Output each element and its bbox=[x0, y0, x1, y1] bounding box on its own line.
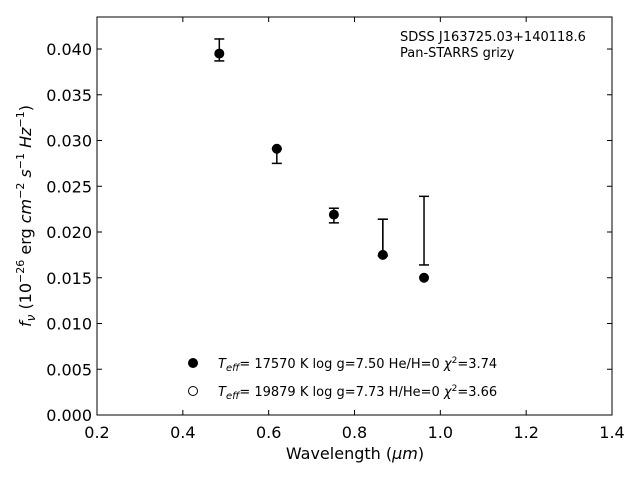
model-point-series-0 bbox=[419, 272, 430, 283]
annotation-survey: Pan-STARRS grizy bbox=[400, 46, 515, 61]
x-tick-label: 0.6 bbox=[256, 423, 281, 442]
y-axis-ticks: 0.000 0.005 0.010 0.015 0.020 0.025 0.030 0.035… bbox=[46, 40, 612, 425]
y-tick-label: 0.030 bbox=[46, 132, 92, 151]
x-axis-label: Wavelength (μm) bbox=[286, 444, 424, 463]
annotation-object-name: SDSS J163725.03+140118.6 bbox=[400, 30, 586, 45]
y-tick-label: 0.025 bbox=[46, 177, 92, 196]
model-point-series-0 bbox=[271, 143, 282, 154]
model-point-series-0 bbox=[377, 249, 388, 260]
x-tick-label: 0.4 bbox=[170, 423, 195, 442]
legend-label-1: Teff= 19879 K log g=7.73 H/He=0 χ2=3.66 bbox=[218, 384, 497, 402]
y-tick-label: 0.035 bbox=[46, 86, 92, 105]
y-tick-label: 0.010 bbox=[46, 315, 92, 334]
legend-label-0: Teff= 17570 K log g=7.50 He/H=0 χ2=3.74 bbox=[218, 356, 497, 374]
y-tick-label: 0.015 bbox=[46, 269, 92, 288]
y-tick-label: 0.020 bbox=[46, 223, 92, 242]
model-point-series-0 bbox=[328, 209, 339, 220]
x-tick-label: 0.2 bbox=[84, 423, 109, 442]
y-tick-label: 0.005 bbox=[46, 360, 92, 379]
legend-marker-0 bbox=[188, 358, 198, 368]
x-tick-label: 1.4 bbox=[599, 423, 624, 442]
data-markers bbox=[214, 48, 430, 283]
x-tick-label: 1.0 bbox=[428, 423, 453, 442]
y-tick-label: 0.000 bbox=[46, 406, 92, 425]
y-axis-label: fν (10−26 erg cm−2 s−1 Hz−1) bbox=[14, 105, 38, 327]
x-tick-label: 1.2 bbox=[513, 423, 538, 442]
x-tick-label: 0.8 bbox=[342, 423, 367, 442]
x-axis-ticks: 0.2 0.4 0.6 0.8 1.0 1.2 1.4 bbox=[84, 17, 625, 442]
model-point-series-0 bbox=[214, 48, 225, 59]
legend-marker-1 bbox=[188, 386, 198, 396]
legend: Teff= 17570 K log g=7.50 He/H=0 χ2=3.74 T… bbox=[188, 356, 497, 402]
y-tick-label: 0.040 bbox=[46, 40, 92, 59]
